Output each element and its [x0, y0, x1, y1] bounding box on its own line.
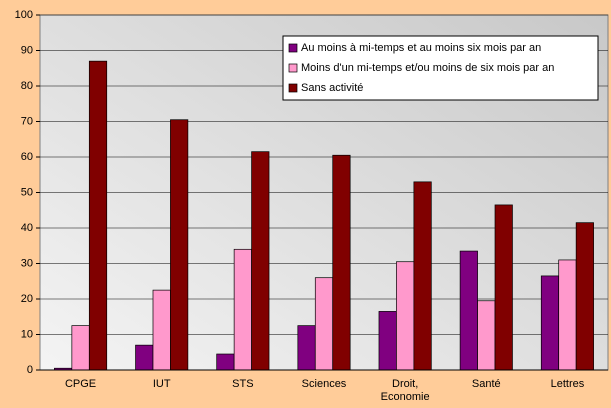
y-tick-label: 60	[21, 151, 33, 163]
bar	[233, 248, 252, 371]
y-tick-label: 30	[21, 257, 33, 269]
bar	[540, 275, 560, 371]
bar	[575, 222, 594, 371]
y-tick-label: 90	[21, 44, 33, 56]
bar	[494, 204, 513, 371]
legend-label: Sans activité	[301, 82, 363, 94]
bar	[558, 259, 577, 371]
legend-swatch	[288, 43, 298, 53]
bar	[170, 119, 189, 371]
bar	[88, 60, 108, 371]
x-tick-label: Droit, Economie	[380, 378, 430, 403]
y-tick-label: 10	[21, 328, 33, 340]
bar	[477, 300, 496, 371]
bar	[216, 353, 235, 371]
y-tick-label: 70	[21, 115, 33, 127]
bar	[135, 344, 154, 371]
y-tick-label: 80	[21, 80, 33, 92]
bar	[396, 261, 415, 371]
x-tick-label: CPGE	[64, 378, 97, 390]
legend-swatch	[288, 83, 298, 93]
bar	[251, 151, 270, 371]
y-tick-label: 100	[15, 9, 33, 21]
bar	[378, 311, 397, 371]
y-tick-label: 20	[21, 293, 33, 305]
x-tick-label: IUT	[152, 378, 171, 390]
bar	[314, 277, 334, 371]
x-tick-label: STS	[232, 378, 254, 390]
bar	[297, 325, 316, 371]
x-tick-label: Santé	[471, 378, 501, 390]
legend-label: Au moins à mi-temps et au moins six mois…	[301, 42, 541, 54]
bar	[71, 325, 90, 371]
legend-swatch	[288, 63, 298, 73]
bar	[152, 289, 171, 371]
bar	[459, 250, 478, 371]
y-tick-label: 50	[21, 186, 33, 198]
x-tick-label: Sciences	[301, 378, 347, 390]
y-tick-label: 40	[21, 222, 33, 234]
bar	[413, 181, 432, 371]
legend-box	[282, 35, 599, 101]
y-tick-label: 0	[27, 364, 33, 376]
legend-label: Moins d'un mi-temps et/ou moins de six m…	[301, 62, 554, 74]
bar	[332, 154, 351, 371]
x-tick-label: Lettres	[550, 378, 585, 390]
